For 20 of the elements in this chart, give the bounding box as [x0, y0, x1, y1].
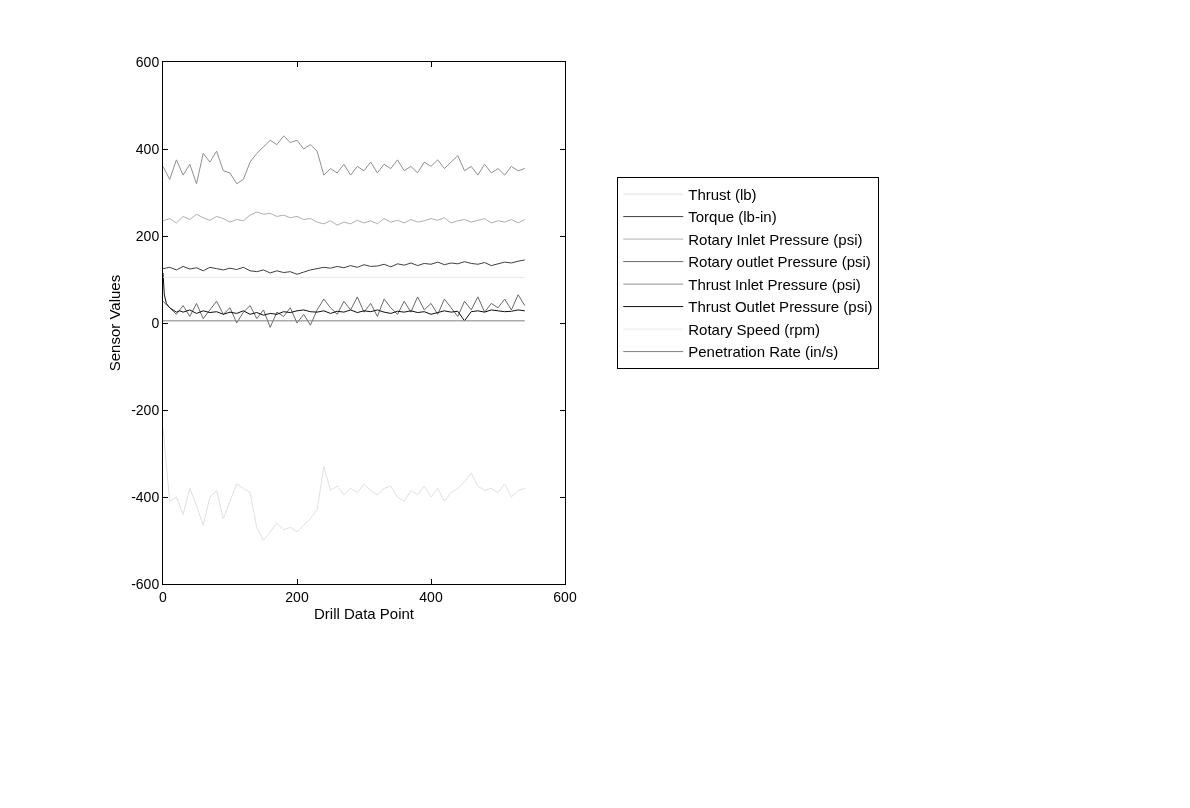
x-tick-label: 200: [285, 588, 309, 605]
legend-label: Rotary Inlet Pressure (psi): [688, 230, 863, 248]
y-tick-label: 400: [135, 140, 160, 157]
legend-label: Torque (lb-in): [688, 208, 777, 226]
y-tick-label: 200: [135, 227, 160, 244]
x-axis-title: Drill Data Point: [313, 604, 415, 622]
legend-label: Thrust Inlet Pressure (psi): [688, 275, 861, 293]
x-tick-label: 600: [553, 588, 577, 605]
legend-label: Thrust Outlet Pressure (psi): [688, 298, 873, 316]
y-tick-label: 600: [135, 53, 160, 70]
legend-label: Thrust (lb): [688, 185, 757, 203]
y-tick-label: -200: [131, 401, 160, 418]
legend-label: Rotary Speed (rpm): [688, 320, 820, 338]
y-tick-label: -600: [131, 575, 160, 592]
y-tick-label: 0: [151, 314, 160, 331]
x-tick-label: 400: [419, 588, 443, 605]
y-axis-title: Sensor Values: [106, 274, 124, 372]
legend-label: Penetration Rate (in/s): [688, 343, 839, 361]
legend-label: Rotary outlet Pressure (psi): [688, 253, 871, 271]
y-tick-label: -400: [131, 488, 160, 505]
